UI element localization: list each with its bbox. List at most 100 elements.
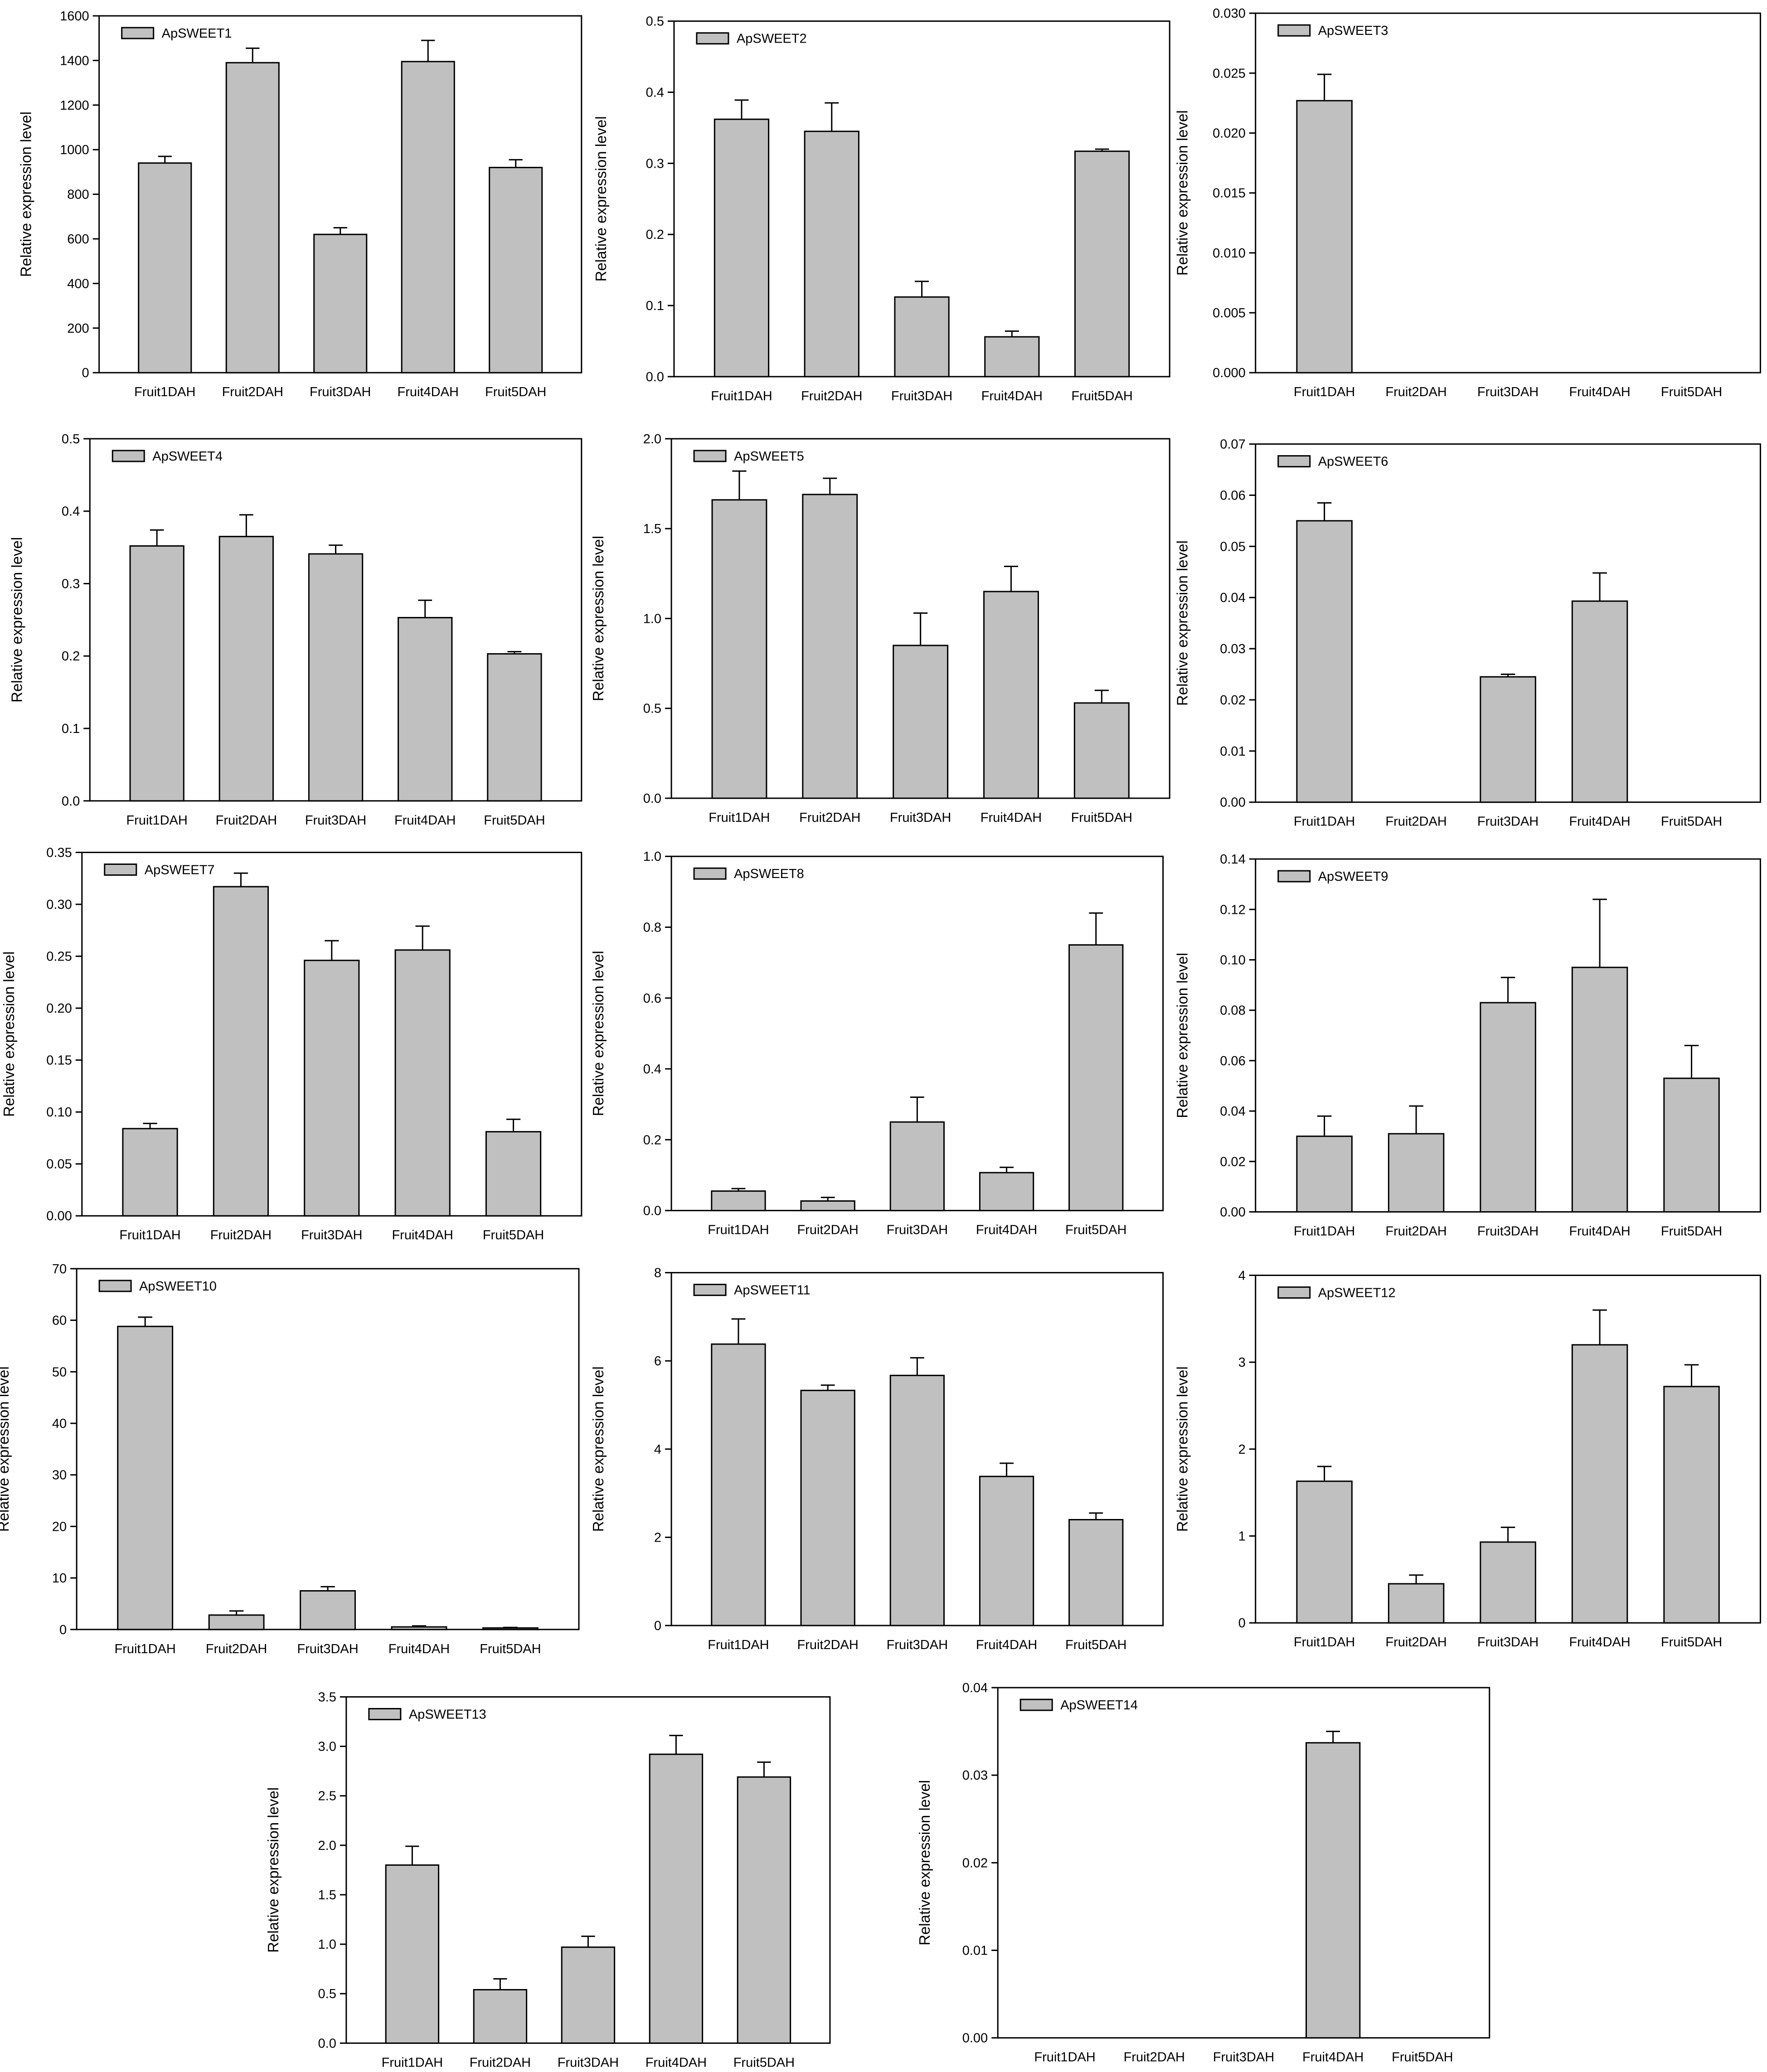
y-tick-label: 0.4 <box>643 1062 661 1077</box>
x-tick-label: Fruit3DAH <box>1477 1635 1539 1650</box>
y-tick-label: 0.015 <box>1213 186 1246 201</box>
y-tick-label: 0.6 <box>643 991 661 1006</box>
bar <box>711 1343 766 1626</box>
y-tick-label: 0.4 <box>62 505 80 519</box>
y-tick-label: 0 <box>1238 1616 1246 1630</box>
x-tick-label: Fruit4DAH <box>1569 1224 1630 1238</box>
legend-label: ApSWEET7 <box>145 863 215 877</box>
y-tick-label: 0.0 <box>318 2036 336 2051</box>
y-tick-label: 0.3 <box>62 577 80 591</box>
x-tick-label: Fruit2DAH <box>222 385 283 399</box>
bar <box>984 336 1040 378</box>
x-tick-label: Fruit5DAH <box>1661 385 1722 399</box>
bar <box>561 1946 616 2044</box>
bar <box>401 61 455 374</box>
x-tick-label: Fruit5DAH <box>1065 1638 1126 1652</box>
y-tick-label: 50 <box>52 1365 67 1379</box>
bar <box>1571 600 1628 803</box>
y-axis-label: Relative expression level <box>590 536 607 701</box>
y-axis-label: Relative expression level <box>1174 110 1191 276</box>
x-tick-label: Fruit3DAH <box>1477 385 1539 399</box>
bar <box>1306 1742 1361 2039</box>
x-tick-label: Fruit2DAH <box>797 1638 858 1652</box>
bar <box>304 960 360 1217</box>
x-tick-label: Fruit5DAH <box>484 813 545 828</box>
x-tick-label: Fruit3DAH <box>1213 2050 1274 2065</box>
x-tick-label: Fruit5DAH <box>480 1642 541 1656</box>
y-tick-label: 0.005 <box>1213 306 1246 320</box>
x-tick-label: Fruit2DAH <box>1385 385 1447 399</box>
x-tick-label: Fruit4DAH <box>398 385 459 399</box>
x-tick-label: Fruit3DAH <box>301 1228 362 1242</box>
bar <box>802 494 858 799</box>
x-tick-label: Fruit2DAH <box>470 2055 531 2070</box>
y-tick-label: 1.0 <box>643 849 661 864</box>
y-tick-label: 0.04 <box>962 1681 988 1695</box>
y-tick-label: 0.30 <box>46 898 72 912</box>
y-tick-label: 2.0 <box>318 1839 336 1853</box>
y-tick-label: 0.08 <box>1220 1004 1245 1018</box>
x-tick-label: Fruit1DAH <box>134 385 195 399</box>
y-tick-label: 1600 <box>60 9 89 24</box>
legend-label: ApSWEET12 <box>1318 1286 1396 1300</box>
x-tick-label: Fruit1DAH <box>709 810 770 825</box>
legend-swatch <box>121 27 155 39</box>
legend-label: ApSWEET14 <box>1060 1698 1138 1713</box>
bar <box>489 167 543 374</box>
y-tick-label: 0.06 <box>1220 1054 1245 1068</box>
y-axis-label: Relative expression level <box>916 1780 933 1946</box>
y-tick-label: 0.8 <box>643 921 661 935</box>
legend-swatch <box>693 867 727 880</box>
bar <box>1663 1386 1720 1624</box>
x-tick-label: Fruit5DAH <box>1661 1635 1722 1650</box>
y-tick-label: 0.025 <box>1213 66 1246 81</box>
bar <box>398 617 453 802</box>
bar <box>983 591 1039 799</box>
x-tick-label: Fruit2DAH <box>210 1228 272 1242</box>
x-tick-label: Fruit5DAH <box>1392 2050 1453 2065</box>
legend-label: ApSWEET2 <box>737 32 807 46</box>
y-tick-label: 0.05 <box>1220 539 1245 554</box>
x-tick-label: Fruit4DAH <box>1569 1635 1630 1650</box>
x-tick-label: Fruit2DAH <box>1385 815 1447 829</box>
x-tick-label: Fruit2DAH <box>799 810 860 825</box>
x-tick-label: Fruit3DAH <box>297 1642 358 1656</box>
y-tick-label: 0.00 <box>1220 796 1245 810</box>
y-tick-label: 0.3 <box>646 156 664 171</box>
legend-label: ApSWEET11 <box>734 1283 811 1298</box>
y-axis-label: Relative expression level <box>1174 953 1191 1118</box>
plot-frame <box>997 1687 1490 2039</box>
bar <box>391 1626 447 1630</box>
y-tick-label: 1.0 <box>643 611 661 626</box>
y-axis-label: Relative expression level <box>592 116 609 281</box>
x-tick-label: Fruit4DAH <box>388 1642 450 1656</box>
y-tick-label: 0.01 <box>1220 744 1245 759</box>
y-tick-label: 1000 <box>60 143 89 157</box>
y-tick-label: 600 <box>67 232 89 247</box>
x-tick-label: Fruit1DAH <box>1294 815 1355 829</box>
bar <box>894 296 950 378</box>
x-tick-label: Fruit5DAH <box>485 385 546 399</box>
x-tick-label: Fruit1DAH <box>126 813 187 828</box>
bar <box>482 1627 539 1630</box>
y-tick-label: 200 <box>67 321 89 336</box>
legend-swatch <box>104 863 137 876</box>
y-tick-label: 800 <box>67 188 89 202</box>
x-tick-label: Fruit2DAH <box>1124 2050 1185 2065</box>
y-tick-label: 1 <box>1238 1529 1246 1544</box>
y-tick-label: 0.35 <box>46 845 72 860</box>
bar <box>122 1128 178 1217</box>
y-tick-label: 0.20 <box>46 1001 72 1016</box>
y-tick-label: 0.10 <box>46 1105 72 1120</box>
x-tick-label: Fruit1DAH <box>1294 1224 1355 1238</box>
y-tick-label: 6 <box>654 1354 661 1368</box>
bar <box>1571 1344 1628 1624</box>
bar <box>889 1374 945 1626</box>
y-tick-label: 0.4 <box>646 86 664 100</box>
y-tick-label: 2 <box>654 1530 661 1545</box>
y-tick-label: 0.07 <box>1220 437 1245 452</box>
bar <box>1068 1519 1124 1626</box>
legend-label: ApSWEET1 <box>162 26 232 41</box>
bar <box>225 62 280 374</box>
